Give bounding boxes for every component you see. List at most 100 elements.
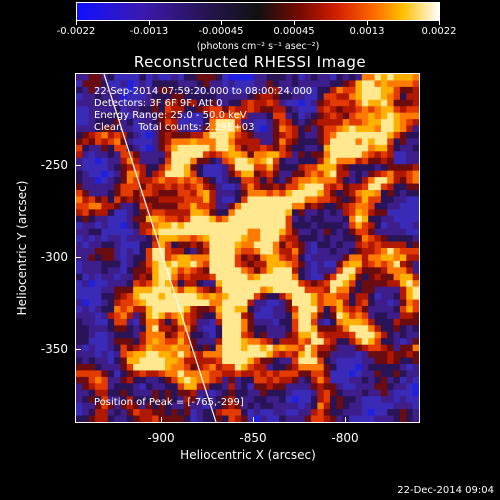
heatmap-cell bbox=[406, 222, 414, 230]
heatmap-cell bbox=[349, 254, 356, 262]
heatmap-cell bbox=[361, 222, 369, 230]
heatmap-cell bbox=[342, 325, 350, 333]
heatmap-cell bbox=[323, 183, 331, 191]
heatmap-cell bbox=[266, 93, 274, 101]
heatmap-cell bbox=[247, 344, 255, 352]
heatmap-cell bbox=[349, 325, 356, 333]
heatmap-cell bbox=[393, 383, 401, 391]
heatmap-cell bbox=[285, 202, 293, 210]
heatmap-cell bbox=[272, 209, 280, 217]
heatmap-cell bbox=[247, 144, 255, 152]
heatmap-cell bbox=[393, 164, 401, 172]
heatmap-cell bbox=[152, 144, 160, 152]
heatmap-cell bbox=[164, 177, 172, 185]
heatmap-cell bbox=[139, 338, 147, 346]
heatmap-cell bbox=[222, 190, 229, 197]
heatmap-cell bbox=[406, 157, 414, 165]
heatmap-cell bbox=[126, 331, 134, 339]
heatmap-cell bbox=[177, 235, 185, 243]
heatmap-cell bbox=[380, 80, 388, 88]
heatmap-cell bbox=[393, 344, 401, 352]
heatmap-cell bbox=[330, 357, 337, 365]
heatmap-cell bbox=[349, 280, 356, 288]
heatmap-cell bbox=[330, 170, 337, 178]
heatmap-cell bbox=[171, 293, 179, 301]
heatmap-cell bbox=[228, 280, 236, 288]
heatmap-cell bbox=[406, 376, 414, 384]
heatmap-cell bbox=[253, 286, 261, 294]
heatmap-cell bbox=[279, 74, 287, 81]
heatmap-cell bbox=[215, 299, 223, 307]
heatmap-cell bbox=[139, 260, 147, 268]
heatmap-cell bbox=[203, 215, 210, 223]
heatmap-cell bbox=[88, 215, 96, 223]
heatmap-cell bbox=[209, 351, 217, 359]
heatmap-cell bbox=[304, 299, 312, 307]
heatmap-cell bbox=[241, 157, 248, 165]
heatmap-cell bbox=[152, 286, 160, 294]
heatmap-cell bbox=[82, 312, 90, 320]
heatmap-cell bbox=[368, 99, 376, 107]
heatmap-cell bbox=[139, 164, 147, 172]
heatmap-cell bbox=[215, 306, 223, 313]
heatmap-cell bbox=[76, 273, 83, 281]
heatmap-cell bbox=[133, 280, 141, 288]
heatmap-cell bbox=[349, 209, 356, 217]
heatmap-cell bbox=[88, 164, 96, 172]
heatmap-cell bbox=[311, 260, 318, 268]
heatmap-cell bbox=[355, 267, 363, 275]
heatmap-cell bbox=[120, 164, 128, 172]
heatmap-cell bbox=[393, 74, 401, 81]
heatmap-cell bbox=[190, 364, 198, 371]
heatmap-cell bbox=[133, 209, 141, 217]
heatmap-cell bbox=[349, 344, 356, 352]
heatmap-cell bbox=[412, 215, 419, 223]
heatmap-cell bbox=[164, 415, 172, 422]
heatmap-cell bbox=[412, 164, 419, 172]
heatmap-cell bbox=[412, 312, 419, 320]
heatmap-cell bbox=[361, 383, 369, 391]
heatmap-cell bbox=[76, 151, 83, 159]
heatmap-cell bbox=[95, 338, 102, 346]
heatmap-cell bbox=[374, 306, 382, 313]
heatmap-cell bbox=[380, 312, 388, 320]
heatmap-cell bbox=[120, 202, 128, 210]
heatmap-cell bbox=[203, 306, 210, 313]
heatmap-cell bbox=[311, 177, 318, 185]
heatmap-cell bbox=[279, 357, 287, 365]
heatmap-cell bbox=[171, 415, 179, 422]
heatmap-cell bbox=[272, 132, 280, 139]
heatmap-cell bbox=[336, 235, 344, 243]
heatmap-cell bbox=[209, 209, 217, 217]
heatmap-cell bbox=[126, 299, 134, 307]
heatmap-cell bbox=[228, 325, 236, 333]
heatmap-cell bbox=[222, 228, 229, 236]
heatmap-cell bbox=[126, 364, 134, 371]
heatmap-cell bbox=[260, 86, 268, 94]
heatmap-cell bbox=[285, 248, 293, 255]
heatmap-cell bbox=[222, 183, 229, 191]
heatmap-cell bbox=[291, 325, 299, 333]
heatmap-cell bbox=[196, 183, 204, 191]
heatmap-cell bbox=[222, 202, 229, 210]
heatmap-cell bbox=[291, 338, 299, 346]
heatmap-cell bbox=[228, 80, 236, 88]
heatmap-cell bbox=[126, 222, 134, 230]
heatmap-cell bbox=[260, 132, 268, 139]
heatmap-cell bbox=[234, 415, 242, 422]
heatmap-cell bbox=[241, 376, 248, 384]
heatmap-cell bbox=[234, 331, 242, 339]
heatmap-cell bbox=[266, 254, 274, 262]
heatmap-cell bbox=[279, 267, 287, 275]
heatmap-cell bbox=[342, 99, 350, 107]
heatmap-cell bbox=[95, 215, 102, 223]
heatmap-cell bbox=[196, 164, 204, 172]
heatmap-cell bbox=[177, 170, 185, 178]
heatmap-cell bbox=[88, 80, 96, 88]
heatmap-cell bbox=[412, 415, 419, 422]
heatmap-cell bbox=[279, 196, 287, 204]
heatmap-cell bbox=[330, 86, 337, 94]
heatmap-cell bbox=[374, 86, 382, 94]
heatmap-cell bbox=[380, 318, 388, 326]
heatmap-cell bbox=[133, 344, 141, 352]
